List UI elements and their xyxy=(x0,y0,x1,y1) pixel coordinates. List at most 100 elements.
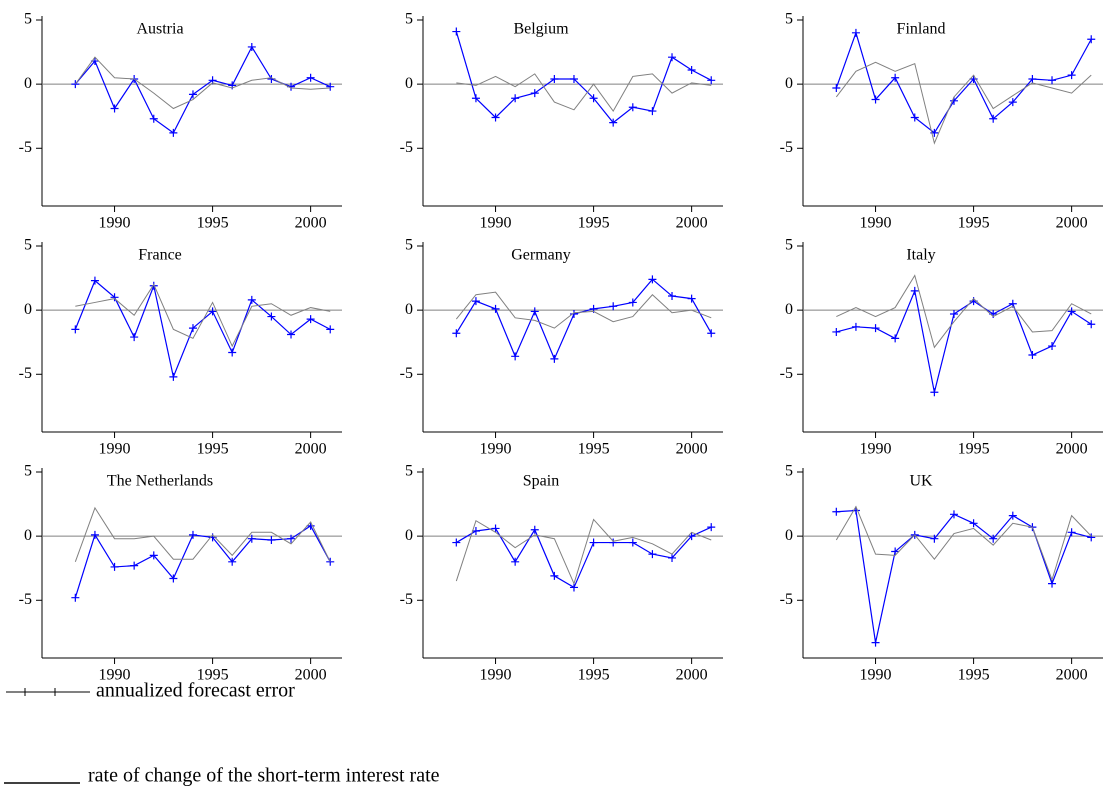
y-tick-label: 5 xyxy=(405,11,413,28)
plus-marker xyxy=(648,107,657,116)
y-tick-label: -5 xyxy=(780,365,793,382)
x-tick-label: 1990 xyxy=(480,667,512,684)
plus-marker xyxy=(648,550,657,559)
plus-marker xyxy=(832,327,841,336)
plus-marker xyxy=(452,27,461,36)
x-tick-label: 2000 xyxy=(295,441,327,458)
x-tick-label: 1990 xyxy=(99,667,131,684)
plus-marker xyxy=(228,348,237,357)
plus-marker xyxy=(871,324,880,333)
x-tick-label: 2000 xyxy=(295,667,327,684)
x-tick-label: 2000 xyxy=(676,441,708,458)
plus-marker xyxy=(1028,75,1037,84)
x-tick-label: 1995 xyxy=(578,667,610,684)
x-tick-label: 1995 xyxy=(197,667,229,684)
plus-marker xyxy=(471,527,480,536)
plus-marker xyxy=(550,571,559,580)
plus-marker xyxy=(306,315,315,324)
legend-swatch xyxy=(21,688,29,696)
plus-marker xyxy=(871,638,880,647)
plus-marker xyxy=(1067,528,1076,537)
plus-marker xyxy=(930,388,939,397)
plus-marker xyxy=(228,557,237,566)
plus-marker xyxy=(491,113,500,122)
plus-marker xyxy=(511,557,520,566)
x-tick-label: 2000 xyxy=(676,667,708,684)
plus-marker xyxy=(471,94,480,103)
plus-marker xyxy=(1048,342,1057,351)
x-tick-label: 1995 xyxy=(958,441,990,458)
plus-marker xyxy=(326,82,335,91)
plus-marker xyxy=(452,538,461,547)
plus-marker xyxy=(628,538,637,547)
interest-rate-line xyxy=(74,506,331,563)
plus-marker xyxy=(188,530,197,539)
plus-marker xyxy=(1067,71,1076,80)
plus-marker xyxy=(687,66,696,75)
forecast-error-line xyxy=(74,279,331,379)
plus-marker xyxy=(1008,511,1017,520)
plus-marker xyxy=(949,510,958,519)
plus-marker xyxy=(871,95,880,104)
plus-marker xyxy=(969,519,978,528)
plus-marker xyxy=(306,73,315,82)
x-tick-label: 1990 xyxy=(99,215,131,232)
panel-title: Italy xyxy=(906,247,935,264)
legend-label: annualized forecast error xyxy=(96,680,295,702)
plus-marker xyxy=(71,593,80,602)
x-tick-label: 1990 xyxy=(99,441,131,458)
interest-rate-line xyxy=(836,274,1092,349)
forecast-error-line xyxy=(74,45,331,134)
interest-rate-line xyxy=(455,291,712,329)
interest-rate-line xyxy=(455,518,712,586)
plus-marker xyxy=(287,330,296,339)
plus-marker xyxy=(169,128,178,137)
plus-marker xyxy=(589,538,598,547)
y-tick-label: 0 xyxy=(24,301,32,318)
forecast-error-line xyxy=(836,509,1092,643)
plus-marker xyxy=(569,309,578,318)
x-tick-label: 1990 xyxy=(860,441,892,458)
plus-marker xyxy=(110,562,119,571)
plus-marker xyxy=(1008,98,1017,107)
y-tick-label: -5 xyxy=(19,139,32,156)
interest-rate-line xyxy=(74,56,331,110)
plus-marker xyxy=(452,329,461,338)
x-tick-label: 2000 xyxy=(1056,441,1088,458)
plus-marker xyxy=(491,304,500,313)
plus-marker xyxy=(530,307,539,316)
interest-rate-line xyxy=(75,283,331,348)
plus-marker xyxy=(609,302,618,311)
plus-marker xyxy=(668,553,677,562)
plus-marker xyxy=(910,286,919,295)
plus-marker xyxy=(71,325,80,334)
y-tick-label: -5 xyxy=(19,591,32,608)
plus-marker xyxy=(707,523,716,532)
plus-marker xyxy=(1028,351,1037,360)
plus-marker xyxy=(891,73,900,82)
plus-marker xyxy=(306,521,315,530)
plus-marker xyxy=(110,293,119,302)
plus-marker xyxy=(949,309,958,318)
plus-marker xyxy=(188,324,197,333)
y-tick-label: -5 xyxy=(19,365,32,382)
plus-marker xyxy=(287,534,296,543)
y-tick-label: 5 xyxy=(24,463,32,480)
y-tick-label: 5 xyxy=(785,237,793,254)
y-tick-label: -5 xyxy=(400,365,413,382)
plus-marker xyxy=(149,551,158,560)
plus-marker xyxy=(628,298,637,307)
plus-marker xyxy=(511,94,520,103)
forecast-error-line xyxy=(456,526,712,589)
legend-swatch xyxy=(51,688,59,696)
panel-title: Spain xyxy=(523,473,559,490)
y-tick-label: -5 xyxy=(780,591,793,608)
plus-marker xyxy=(707,76,716,85)
y-tick-label: 0 xyxy=(405,75,413,92)
y-tick-label: 0 xyxy=(785,527,793,544)
x-tick-label: 2000 xyxy=(295,215,327,232)
plus-marker xyxy=(169,574,178,583)
plus-marker xyxy=(90,530,99,539)
x-tick-label: 1995 xyxy=(578,441,610,458)
